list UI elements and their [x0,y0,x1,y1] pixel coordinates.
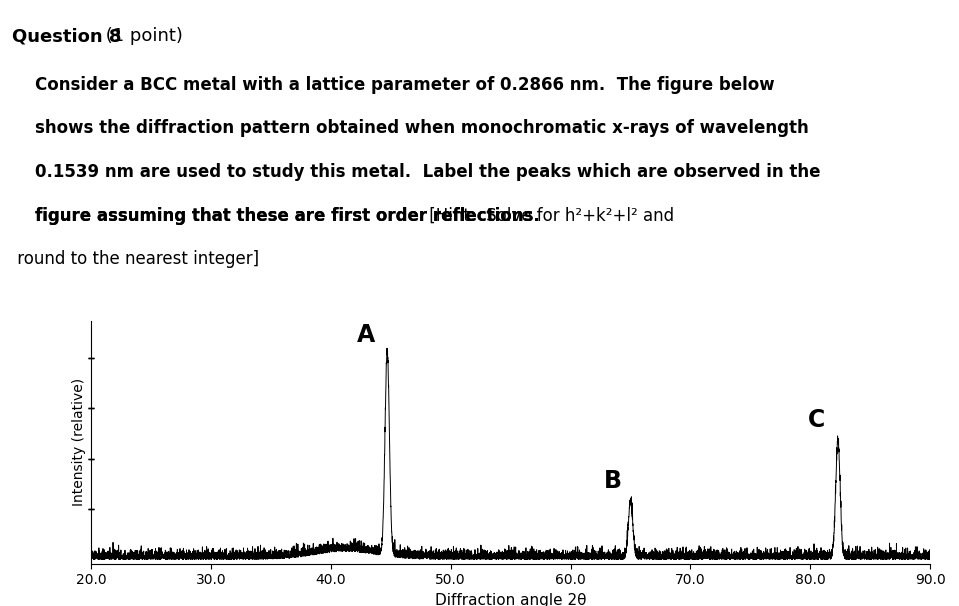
Text: C: C [807,408,825,432]
Text: A: A [357,324,375,347]
Text: Consider a BCC metal with a lattice parameter of 0.2866 nm.  The figure below: Consider a BCC metal with a lattice para… [12,76,774,94]
Text: figure assuming that these are first order reflections.: figure assuming that these are first ord… [12,207,539,225]
Text: B: B [603,469,621,493]
Text: Question 8: Question 8 [12,27,121,45]
Text: figure assuming that these are first order reflections.: figure assuming that these are first ord… [12,207,539,225]
Text: shows the diffraction pattern obtained when monochromatic x-rays of wavelength: shows the diffraction pattern obtained w… [12,119,808,138]
Text: (1 point): (1 point) [100,27,182,45]
Text: round to the nearest integer]: round to the nearest integer] [12,250,259,268]
Y-axis label: Intensity (relative): Intensity (relative) [72,378,85,507]
Text: [Hint:  Solve for h²+k²+l² and: [Hint: Solve for h²+k²+l² and [424,207,674,225]
X-axis label: Diffraction angle 2θ: Diffraction angle 2θ [435,593,586,606]
Text: 0.1539 nm are used to study this metal.  Label the peaks which are observed in t: 0.1539 nm are used to study this metal. … [12,163,820,181]
